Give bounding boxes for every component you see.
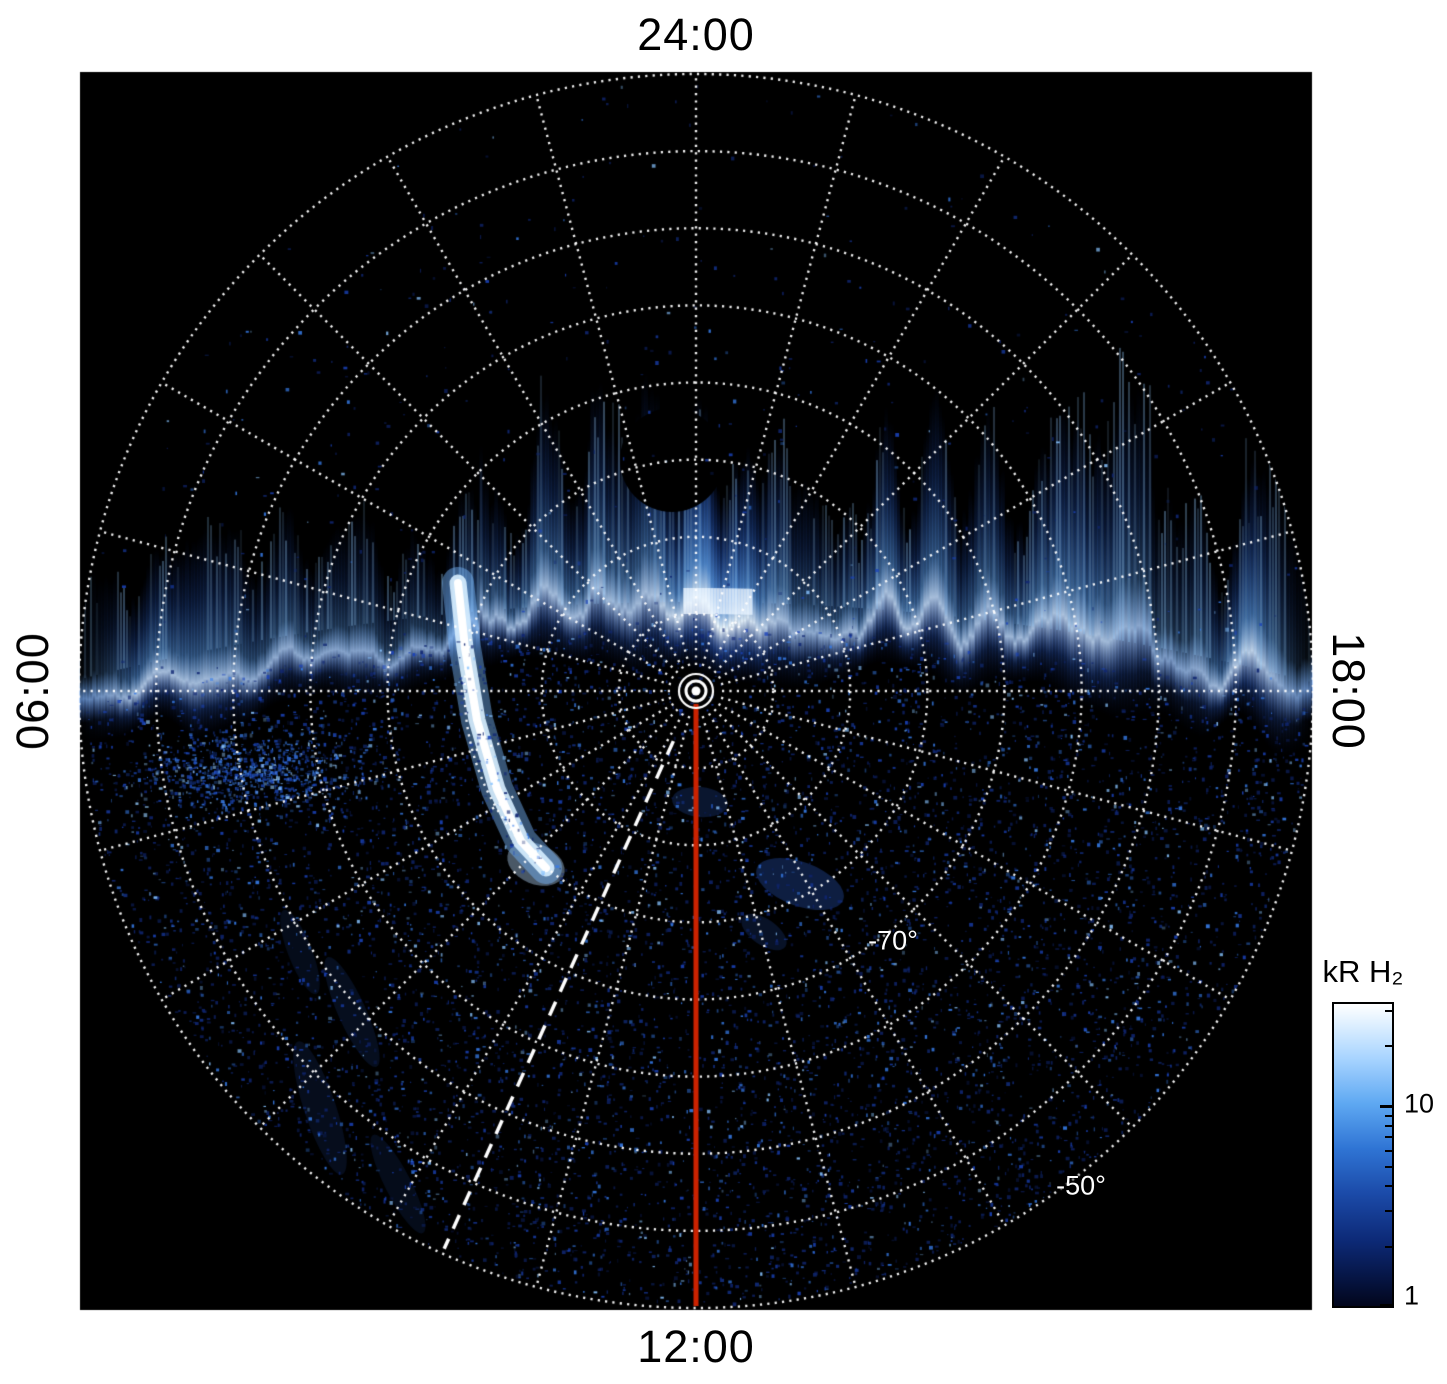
colorbar-tickmark bbox=[1385, 1245, 1392, 1248]
colorbar-tickmark bbox=[1380, 1105, 1392, 1109]
colorbar-tickmark bbox=[1385, 1044, 1392, 1047]
colorbar-tickmark bbox=[1385, 1149, 1392, 1152]
colorbar-tickmark bbox=[1380, 1304, 1392, 1307]
colorbar-tickmark bbox=[1385, 1136, 1392, 1139]
colorbar-tickmark bbox=[1385, 1114, 1392, 1117]
latitude-label-minus50: -50° bbox=[1056, 1170, 1106, 1201]
latitude-label-minus70: -70° bbox=[868, 925, 918, 956]
colorbar-tick-label-10: 10 bbox=[1404, 1088, 1435, 1119]
local-time-label-midnight: 24:00 bbox=[637, 9, 755, 60]
local-time-label-dawn: 06:00 bbox=[7, 632, 58, 750]
colorbar-tickmark bbox=[1385, 1185, 1392, 1188]
colorbar bbox=[1332, 1002, 1394, 1308]
colorbar-tickmark bbox=[1385, 1165, 1392, 1168]
local-time-label-noon: 12:00 bbox=[637, 1321, 755, 1372]
colorbar-tickmark bbox=[1385, 1124, 1392, 1127]
colorbar-tick-label-1: 1 bbox=[1404, 1280, 1420, 1311]
local-time-label-dusk: 18:00 bbox=[1323, 632, 1374, 750]
colorbar-tickmark bbox=[1385, 1009, 1392, 1012]
colorbar-tickmark bbox=[1385, 1210, 1392, 1213]
colorbar-title: kR H₂ bbox=[1322, 954, 1404, 989]
